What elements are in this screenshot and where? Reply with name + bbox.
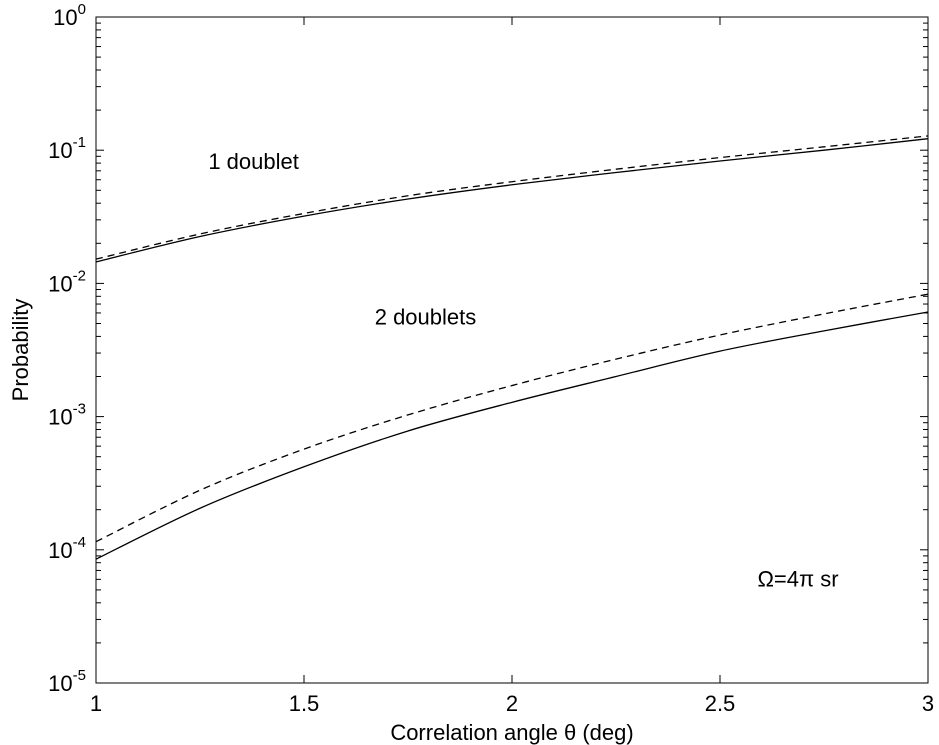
series-line-1 [95,138,929,263]
x-axis-label: Correlation angle θ (deg) [390,720,633,745]
y-tick-label: 10-1 [48,134,86,163]
plot-area: 1 1.5 2 2.5 3 100 10-1 10-2 10-3 10-4 10-5 1 double… [48,1,934,716]
series-line-2 [95,135,929,260]
y-tick-label: 10-2 [48,267,86,296]
x-tick-label: 1 [90,691,102,716]
x-tick-label: 3 [922,691,934,716]
y-axis-label: Probability [8,299,33,402]
y-tick-label: 10-4 [48,534,86,563]
x-tick-label: 1.5 [289,691,320,716]
x-tick-label: 2 [506,691,518,716]
y-tick-label: 100 [53,1,86,30]
annotation-1: 1 doublet [208,149,299,174]
series-line-4 [95,293,929,543]
annotation-3: Ω=4π sr [757,567,838,592]
annotation-2: 2 doublets [375,305,477,330]
x-tick-label: 2.5 [705,691,736,716]
series-line-3 [95,311,929,560]
y-tick-label: 10-5 [48,667,86,696]
y-tick-label: 10-3 [48,401,86,430]
